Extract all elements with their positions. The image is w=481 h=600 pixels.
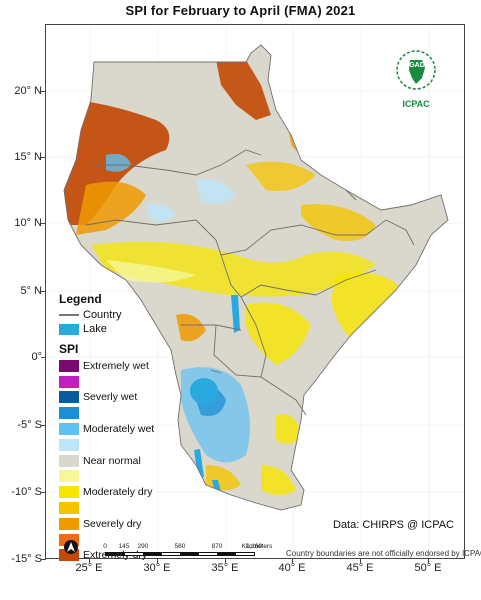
- lon-label: 25° E: [75, 562, 103, 574]
- lat-tick: [41, 492, 46, 493]
- scale-bar: 0 145 290 580 870 1,160 Kilometers: [103, 543, 272, 556]
- lat-label: -10° S: [11, 486, 42, 498]
- spi-legend-row: Extremely wet: [59, 358, 179, 374]
- scale-tick-label: 580: [174, 543, 186, 550]
- spi-legend-row: [59, 469, 179, 485]
- spi-legend-title: SPI: [59, 342, 79, 356]
- map-canvas: [46, 25, 464, 558]
- spi-swatch: [59, 391, 79, 404]
- lon-label: 40° E: [278, 562, 306, 574]
- spi-label: Extremely wet: [83, 359, 149, 372]
- lon-tick: [428, 559, 429, 563]
- spi-legend-row: [59, 437, 179, 453]
- legend-country-row: Country: [59, 308, 179, 322]
- legend-country-label: Country: [83, 309, 122, 321]
- spi-legend-row: Moderately wet: [59, 421, 179, 437]
- boundary-disclaimer: Country boundaries are not officially en…: [286, 549, 481, 558]
- lat-label: 20° N: [14, 85, 42, 97]
- scale-bar-segments: [105, 552, 255, 556]
- lat-label: 15° N: [14, 151, 42, 163]
- spi-legend-row: [59, 374, 179, 390]
- lon-label: 50° E: [414, 562, 442, 574]
- spi-swatch: [59, 486, 79, 499]
- lat-tick: [41, 223, 46, 224]
- scale-tick-label: 145: [118, 543, 130, 550]
- lon-tick: [89, 559, 90, 563]
- spi-swatch: [59, 454, 79, 467]
- scale-tick-label: 0: [103, 543, 107, 550]
- spi-legend-row: [59, 405, 179, 421]
- map-title: SPI for February to April (FMA) 2021: [125, 3, 356, 18]
- spi-swatch: [59, 502, 79, 515]
- lat-label: 10° N: [14, 217, 42, 229]
- lat-tick: [41, 157, 46, 158]
- spi-label: Near normal: [83, 454, 141, 467]
- lat-tick: [41, 559, 46, 560]
- spi-label: Moderately dry: [83, 486, 153, 499]
- spi-legend-row: Severly wet: [59, 390, 179, 406]
- map-legend: Legend Country Lake SPI Extremely wet Sev…: [59, 292, 179, 563]
- lon-tick: [292, 559, 293, 563]
- lat-label: 0°: [31, 351, 42, 363]
- scale-tick-label: 290: [137, 543, 149, 550]
- spi-legend-row: Moderately dry: [59, 484, 179, 500]
- lat-tick: [41, 91, 46, 92]
- spi-swatch: [59, 470, 79, 483]
- spi-swatch: [59, 438, 79, 451]
- spi-legend-row: [59, 500, 179, 516]
- scale-tick-label: 870: [211, 543, 223, 550]
- spi-label: Severly wet: [83, 391, 138, 404]
- spi-legend-list: Extremely wet Severly wet Moderately wet Ne…: [59, 358, 179, 563]
- lon-label: 30° E: [143, 562, 171, 574]
- spi-swatch: [59, 407, 79, 420]
- country-line-swatch: [59, 314, 79, 316]
- scale-unit: Kilometers: [241, 543, 273, 550]
- spi-swatch: [59, 359, 79, 372]
- legend-lake-row: Lake: [59, 322, 179, 336]
- lat-label: -15° S: [11, 553, 42, 565]
- spi-swatch: [59, 423, 79, 436]
- lat-tick: [41, 425, 46, 426]
- lat-tick: [41, 291, 46, 292]
- logo-igad-text: IGAD: [407, 62, 425, 69]
- map-frame: [45, 24, 465, 559]
- lat-tick: [41, 357, 46, 358]
- lon-tick: [360, 559, 361, 563]
- lon-label: 45° E: [346, 562, 374, 574]
- scale-tick-label: 1,160: [245, 543, 263, 550]
- spi-label: Severely dry: [83, 517, 142, 530]
- lake-swatch: [59, 323, 79, 335]
- spi-swatch: [59, 375, 79, 388]
- legend-lake-label: Lake: [83, 323, 107, 335]
- spi-legend-row: Severely dry: [59, 516, 179, 532]
- lat-label: -5° S: [17, 419, 42, 431]
- data-source: Data: CHIRPS @ ICPAC: [333, 519, 454, 531]
- spi-legend-row: Near normal: [59, 453, 179, 469]
- north-arrow-icon: [64, 540, 78, 554]
- lon-tick: [157, 559, 158, 563]
- country-boundaries: [63, 44, 449, 511]
- legend-title: Legend: [59, 292, 102, 306]
- lat-label: 5° N: [20, 285, 42, 297]
- scale-labels: 0 145 290 580 870 1,160 Kilometers: [103, 543, 272, 552]
- lon-label: 35° E: [211, 562, 239, 574]
- spi-swatch: [59, 517, 79, 530]
- lon-tick: [225, 559, 226, 563]
- logo-icpac-text: ICPAC: [402, 99, 430, 109]
- icpac-logo: IGAD ICPAC: [392, 48, 440, 109]
- spi-label: Moderately wet: [83, 423, 155, 436]
